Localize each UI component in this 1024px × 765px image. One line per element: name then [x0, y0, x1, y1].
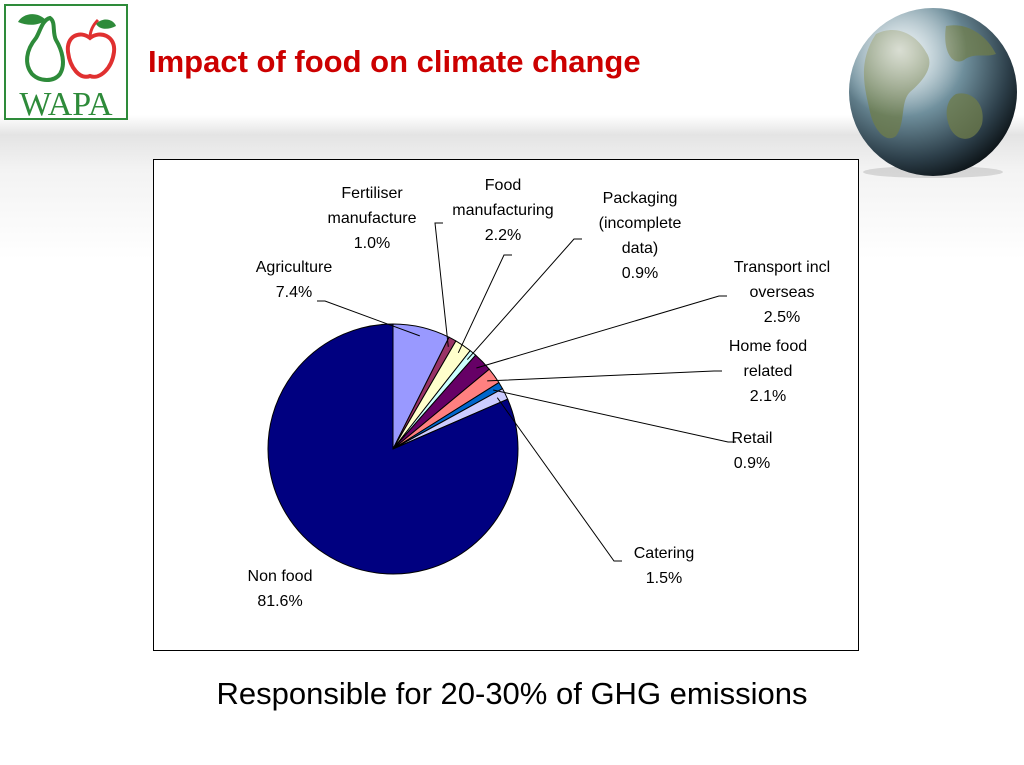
slice-label-4-line-2: 2.5%: [764, 309, 800, 326]
pie-chart: Agriculture 7.4% Fertiliser manufacture 1.0%…: [248, 177, 831, 610]
leader-line-1: [434, 222, 449, 347]
slice-label-5-line-0: Home food: [729, 338, 807, 355]
page-title: Impact of food on climate change: [148, 44, 641, 79]
leader-line-3: [466, 238, 582, 360]
slice-label-2-line-0: Food: [485, 177, 521, 194]
slice-label-3-line-2: data): [622, 240, 658, 257]
wapa-logo: WAPA: [4, 4, 128, 123]
slice-label-5-line-1: related: [744, 363, 793, 380]
chart-frame: Agriculture 7.4% Fertiliser manufacture 1.0%…: [153, 159, 859, 651]
leader-line-7: [496, 397, 622, 562]
slice-label-6-line-0: Retail: [732, 430, 773, 447]
chart-caption: Responsible for 20-30% of GHG emissions: [216, 676, 808, 711]
leader-line-5: [487, 370, 722, 382]
slice-label-4-line-1: overseas: [750, 284, 815, 301]
slice-label-4-line-0: Transport incl: [734, 259, 830, 276]
leader-line-0: [317, 300, 420, 337]
slice-label-1-line-1: manufacture: [328, 210, 417, 227]
slice-label-8-line-1: 81.6%: [257, 593, 302, 610]
slice-label-7-line-0: Catering: [634, 545, 694, 562]
leader-line-4: [476, 295, 727, 369]
leader-line-6: [493, 389, 736, 443]
logo-text: WAPA: [19, 86, 113, 123]
slice-label-0-line-1: 7.4%: [276, 284, 312, 301]
slice-label-1-line-2: 1.0%: [354, 235, 390, 252]
slice-label-1-line-0: Fertiliser: [341, 185, 403, 202]
pear-apple-icon: [18, 14, 117, 82]
slice-label-3-line-1: (incomplete: [599, 215, 682, 232]
slice-label-3-line-3: 0.9%: [622, 265, 658, 282]
slice-label-0-line-0: Agriculture: [256, 259, 333, 276]
slice-label-2-line-2: 2.2%: [485, 227, 521, 244]
slice-label-3-line-0: Packaging: [603, 190, 678, 207]
slice-label-5-line-2: 2.1%: [750, 388, 786, 405]
globe-icon: [849, 8, 1017, 178]
slice-label-8-line-0: Non food: [248, 568, 313, 585]
slice-label-6-line-1: 0.9%: [734, 455, 770, 472]
slice-label-7-line-1: 1.5%: [646, 570, 682, 587]
slice-label-2-line-1: manufacturing: [452, 202, 553, 219]
pie-slice-8: [267, 323, 519, 575]
leader-line-2: [457, 254, 512, 354]
